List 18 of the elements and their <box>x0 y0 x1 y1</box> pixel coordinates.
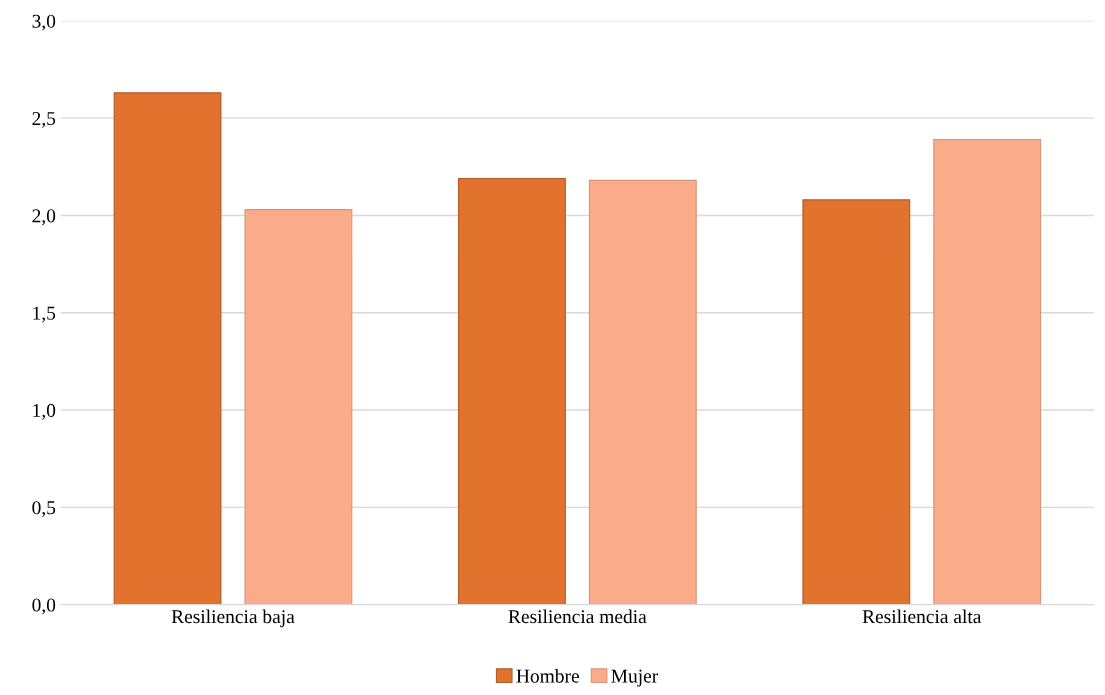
y-tick-label: 2,5 <box>32 112 56 128</box>
bar <box>933 139 1042 605</box>
bar <box>802 199 911 605</box>
x-tick-label: Resiliencia media <box>508 609 647 624</box>
y-tick-label: 1,5 <box>33 306 56 323</box>
y-tick-label: 2,0 <box>32 209 56 226</box>
bar <box>113 92 222 605</box>
bar <box>588 179 697 605</box>
bar <box>244 209 353 605</box>
y-tick-label: 0,0 <box>32 598 56 615</box>
x-tick-label: Resiliencia baja <box>171 609 295 628</box>
y-tick-label: 0,5 <box>32 501 56 518</box>
y-tick-label: 3,0 <box>32 14 56 31</box>
y-tick-label: 1,0 <box>33 403 56 420</box>
bar <box>457 177 566 605</box>
legend-label: Hombre <box>516 668 579 683</box>
x-tick-label: Resiliencia alta <box>862 609 982 624</box>
legend-label: Mujer <box>611 669 659 687</box>
